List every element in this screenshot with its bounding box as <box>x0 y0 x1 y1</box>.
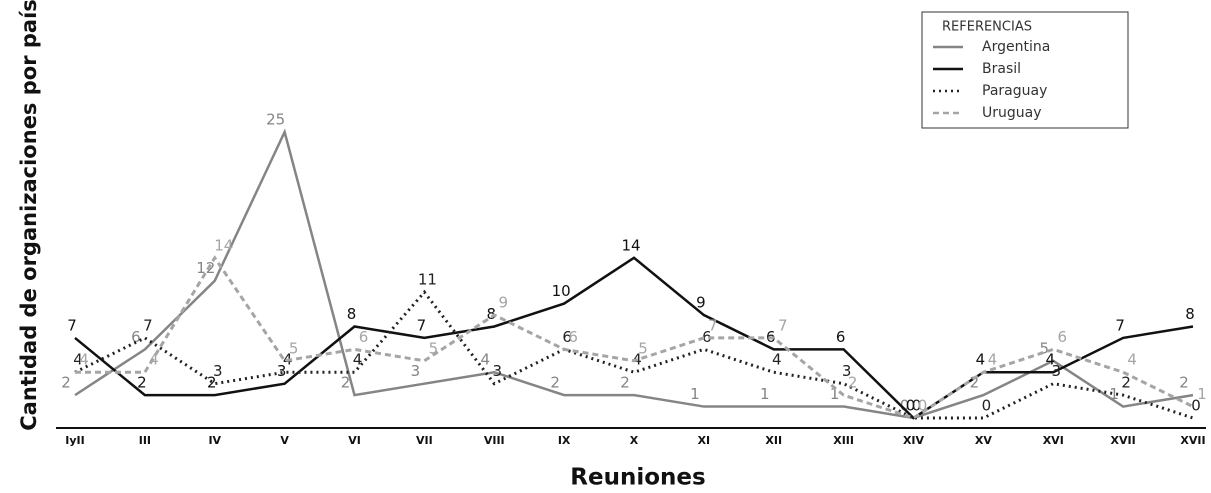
data-label: 1 <box>1109 385 1119 403</box>
data-label: 1 <box>690 385 700 403</box>
x-tick-label: XV <box>975 434 992 447</box>
data-label: 9 <box>696 294 706 312</box>
data-label: 10 <box>552 282 571 300</box>
data-label: 6 <box>836 328 846 346</box>
x-tick-label: IX <box>558 434 571 447</box>
data-label: 7 <box>1115 316 1125 334</box>
data-label: 0 <box>1191 397 1201 415</box>
x-tick-label: XII <box>765 434 782 447</box>
data-label: 0 <box>906 397 916 415</box>
data-label: 2 <box>620 374 630 392</box>
legend-label: Argentina <box>982 39 1050 55</box>
data-label: 6 <box>1057 328 1067 346</box>
series-line <box>74 128 1194 420</box>
x-tick-label: XVII <box>1180 434 1205 447</box>
x-tick-label: VIII <box>484 434 505 447</box>
x-tick-label: VI <box>348 434 361 447</box>
data-label: 5 <box>638 339 648 357</box>
data-label: 2 <box>1179 374 1189 392</box>
data-label: 4 <box>79 351 89 369</box>
data-label: 5 <box>289 339 299 357</box>
data-label: 1 <box>1197 385 1207 403</box>
data-label: 3 <box>492 362 502 380</box>
data-label: 6 <box>568 328 578 346</box>
data-label: 4 <box>772 351 782 369</box>
data-label: 8 <box>347 305 357 323</box>
data-label: 5 <box>429 339 439 357</box>
data-label: 2 <box>341 374 351 392</box>
data-label: 3 <box>411 362 421 380</box>
data-label: 9 <box>498 294 508 312</box>
legend-label: Brasil <box>982 61 1021 77</box>
series-line <box>74 256 1194 420</box>
data-label: 3 <box>1051 362 1061 380</box>
data-label: 3 <box>213 362 223 380</box>
data-label: 3 <box>842 362 852 380</box>
x-tick-label: VII <box>416 434 433 447</box>
data-label: 12 <box>196 259 215 277</box>
data-label: 4 <box>1127 351 1137 369</box>
data-label: 4 <box>1045 351 1055 369</box>
data-label: 0 <box>912 397 922 415</box>
x-tick-label: III <box>139 434 151 447</box>
data-label: 2 <box>848 374 858 392</box>
data-label: 6 <box>131 328 141 346</box>
data-label: 14 <box>621 236 640 254</box>
x-tick-label: XI <box>698 434 711 447</box>
data-label: 0 <box>900 397 910 415</box>
x-tick-label: X <box>630 434 639 447</box>
data-label: 3 <box>277 362 287 380</box>
x-tick-label: V <box>280 434 289 447</box>
x-tick-label: XIV <box>903 434 925 447</box>
series-line <box>75 255 1194 420</box>
data-label: 2 <box>1121 374 1131 392</box>
data-label: 5 <box>1039 339 1049 357</box>
data-label: 8 <box>1185 305 1195 323</box>
data-label: 8 <box>486 305 496 323</box>
x-tick-label: XVI <box>1043 434 1064 447</box>
data-label: 4 <box>73 351 83 369</box>
data-label: 7 <box>708 316 718 334</box>
legend-label: Uruguay <box>982 105 1042 121</box>
data-label: 6 <box>702 328 712 346</box>
data-label: 6 <box>359 328 369 346</box>
y-axis-label: Cantidad de organizaciones por país <box>17 0 41 431</box>
data-label: 7 <box>67 316 77 334</box>
data-label: 4 <box>149 351 159 369</box>
data-label: 1 <box>760 385 770 403</box>
x-tick-label: IyII <box>65 434 84 447</box>
data-label: 2 <box>137 374 147 392</box>
x-tick-label: XVII <box>1111 434 1136 447</box>
data-label: 1 <box>830 385 840 403</box>
data-label: 4 <box>480 351 490 369</box>
data-label: 2 <box>61 374 71 392</box>
data-label: 4 <box>988 351 998 369</box>
data-label: 25 <box>266 111 285 129</box>
x-axis-label: Reuniones <box>570 465 705 490</box>
data-label: 11 <box>418 271 437 289</box>
data-label: 7 <box>778 316 788 334</box>
data-label: 2 <box>550 374 560 392</box>
x-tick-label: XIII <box>833 434 854 447</box>
data-label: 0 <box>982 397 992 415</box>
data-label: 2 <box>970 374 980 392</box>
data-label: 14 <box>214 236 233 254</box>
x-tick-label: IV <box>208 434 221 447</box>
legend-title: REFERENCIAS <box>942 20 1032 35</box>
legend-label: Paraguay <box>982 83 1047 99</box>
data-label: 4 <box>353 351 363 369</box>
data-label: 4 <box>976 351 986 369</box>
data-label: 0 <box>918 397 928 415</box>
data-label: 7 <box>143 316 153 334</box>
data-label: 6 <box>562 328 572 346</box>
data-label: 2 <box>207 374 217 392</box>
data-label: 7 <box>417 316 427 334</box>
